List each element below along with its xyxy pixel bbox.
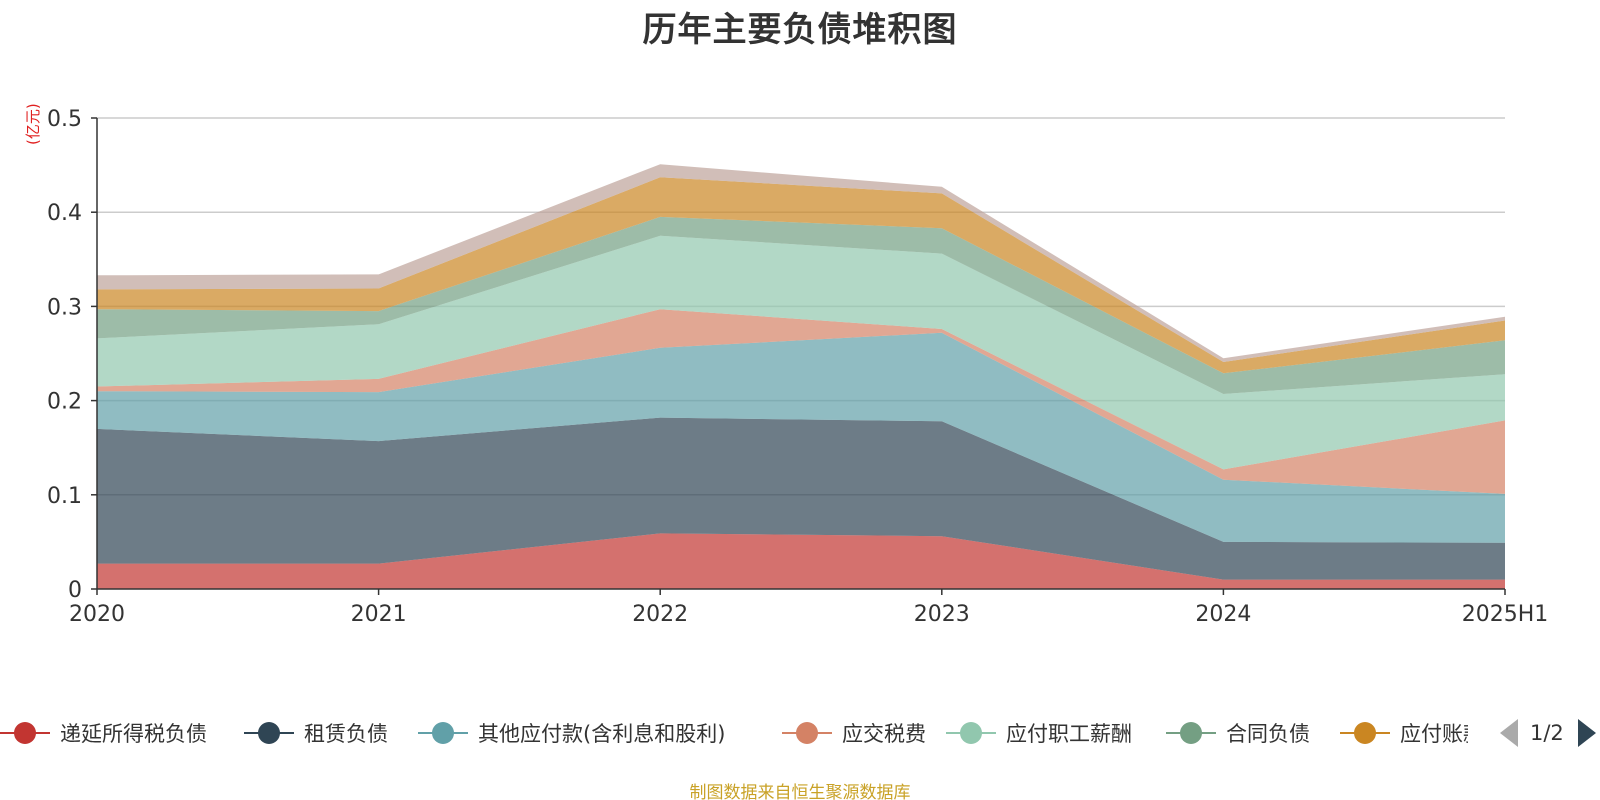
area-series-4	[97, 235, 1505, 470]
y-axis-unit: (亿元)	[24, 103, 42, 145]
area-series-2	[97, 332, 1505, 543]
legend-next-page-icon[interactable]	[1577, 719, 1596, 747]
legend-label: 合同负债	[1226, 722, 1310, 746]
y-tick-label-3: 0.3	[47, 295, 82, 320]
x-tick-label-3: 2023	[914, 602, 970, 627]
legend-item-2[interactable]: 其他应付款(含利息和股利)	[418, 716, 725, 750]
legend-marker-icon	[946, 721, 996, 745]
x-tick-label-4: 2024	[1195, 602, 1251, 627]
legend-prev-page-icon[interactable]	[1500, 719, 1518, 747]
y-tick-label-5: 0.5	[47, 107, 82, 132]
legend-marker-icon	[782, 721, 832, 745]
legend-marker-icon	[0, 721, 50, 745]
y-tick-label-1: 0.1	[47, 484, 82, 509]
legend-label: 递延所得税负债	[60, 722, 207, 746]
x-tick-label-1: 2021	[351, 602, 407, 627]
legend-label: 应付账款	[1400, 722, 1468, 746]
area-series-3	[97, 309, 1505, 494]
legend-label: 应交税费	[842, 722, 926, 746]
legend-marker-icon	[1166, 721, 1216, 745]
legend-pager: 1/2	[1500, 716, 1596, 750]
chart-title: 历年主要负债堆积图	[642, 10, 958, 50]
legend-marker-icon	[418, 721, 468, 745]
stacked-area-chart: 0 0.1 0.2 0.3 0.4 0.5 2020 2021 2022 2023 2024 2025…	[47, 107, 1549, 627]
legend-marker-icon	[244, 721, 294, 745]
legend-item-4[interactable]: 应付职工薪酬	[946, 716, 1132, 750]
legend-page-indicator: 1/2	[1530, 721, 1564, 745]
area-series-5	[97, 216, 1505, 394]
x-tick-label-0: 2020	[69, 602, 125, 627]
legend-item-5[interactable]: 合同负债	[1166, 716, 1310, 750]
legend-item-0[interactable]: 递延所得税负债	[0, 716, 207, 750]
legend: 递延所得税负债 租赁负债 其他应付款(含利息和股利) 应交税费 应付职工薪酬 合同负债 应付…	[0, 716, 1600, 756]
y-tick-label-0: 0	[68, 578, 82, 603]
legend-label: 租赁负债	[304, 722, 388, 746]
legend-item-1[interactable]: 租赁负债	[244, 716, 388, 750]
area-series-0	[97, 533, 1505, 589]
y-tick-label-4: 0.4	[47, 201, 82, 226]
data-source-note: 制图数据来自恒生聚源数据库	[689, 783, 911, 800]
x-tick-label-5: 2025H1	[1462, 602, 1549, 627]
area-series-1	[97, 417, 1505, 580]
x-tick-label-2: 2022	[632, 602, 688, 627]
legend-label: 其他应付款(含利息和股利)	[478, 722, 726, 746]
legend-label: 应付职工薪酬	[1006, 722, 1132, 746]
legend-item-3[interactable]: 应交税费	[782, 716, 926, 750]
legend-marker-icon	[1340, 721, 1390, 745]
area-series-6	[97, 177, 1505, 374]
y-tick-label-2: 0.2	[47, 390, 82, 415]
legend-items: 递延所得税负债 租赁负债 其他应付款(含利息和股利) 应交税费 应付职工薪酬 合同负债 应付…	[0, 716, 1468, 756]
legend-item-6[interactable]: 应付账款	[1340, 716, 1468, 750]
